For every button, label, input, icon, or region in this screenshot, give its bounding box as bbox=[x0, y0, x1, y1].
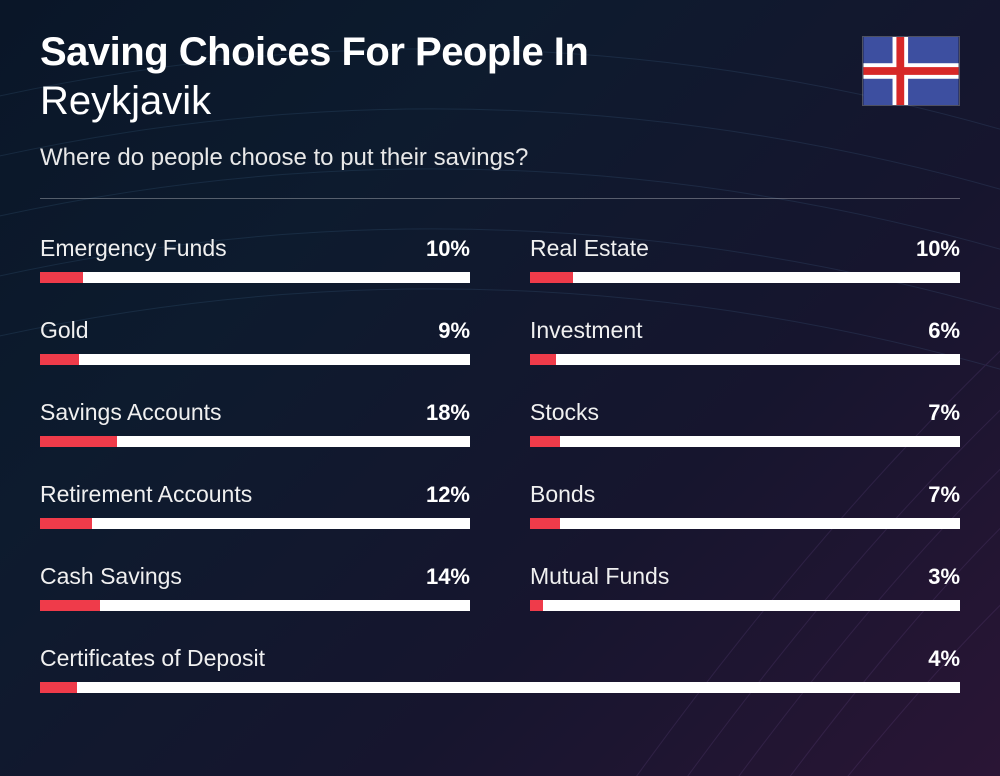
bar-item: Investment 6% bbox=[530, 317, 960, 365]
bars-grid: Emergency Funds 10% Real Estate 10% Gold 9% In… bbox=[40, 235, 960, 693]
bar-fill bbox=[40, 518, 92, 529]
bar-label: Emergency Funds bbox=[40, 235, 227, 262]
bar-fill bbox=[40, 600, 100, 611]
title-line-2: Reykjavik bbox=[40, 76, 862, 126]
bar-label: Bonds bbox=[530, 481, 595, 508]
bar-item: Real Estate 10% bbox=[530, 235, 960, 283]
bar-fill bbox=[40, 354, 79, 365]
bar-label: Stocks bbox=[530, 399, 599, 426]
bar-item: Stocks 7% bbox=[530, 399, 960, 447]
bar-value: 3% bbox=[928, 564, 960, 590]
bar-item: Gold 9% bbox=[40, 317, 470, 365]
bar-track bbox=[40, 272, 470, 283]
bar-value: 4% bbox=[928, 646, 960, 672]
bar-item: Cash Savings 14% bbox=[40, 563, 470, 611]
divider bbox=[40, 198, 960, 199]
bar-fill bbox=[530, 518, 560, 529]
bar-value: 9% bbox=[438, 318, 470, 344]
bar-fill bbox=[40, 436, 117, 447]
bar-value: 6% bbox=[928, 318, 960, 344]
bar-label: Retirement Accounts bbox=[40, 481, 252, 508]
bar-fill bbox=[530, 436, 560, 447]
bar-label: Gold bbox=[40, 317, 89, 344]
bar-item: Retirement Accounts 12% bbox=[40, 481, 470, 529]
bar-track bbox=[530, 354, 960, 365]
iceland-flag-icon bbox=[862, 36, 960, 106]
bar-track bbox=[530, 272, 960, 283]
subtitle: Where do people choose to put their savi… bbox=[40, 144, 862, 172]
bar-item: Bonds 7% bbox=[530, 481, 960, 529]
bar-item: Emergency Funds 10% bbox=[40, 235, 470, 283]
bar-value: 14% bbox=[426, 564, 470, 590]
bar-track bbox=[40, 436, 470, 447]
bar-label: Real Estate bbox=[530, 235, 649, 262]
bar-value: 10% bbox=[916, 236, 960, 262]
bar-value: 18% bbox=[426, 400, 470, 426]
bar-label: Savings Accounts bbox=[40, 399, 222, 426]
bar-track bbox=[40, 518, 470, 529]
bar-fill bbox=[40, 682, 77, 693]
title-line-1: Saving Choices For People In bbox=[40, 30, 862, 74]
bar-value: 7% bbox=[928, 482, 960, 508]
bar-track bbox=[40, 600, 470, 611]
bar-value: 10% bbox=[426, 236, 470, 262]
bar-label: Investment bbox=[530, 317, 643, 344]
bar-fill bbox=[530, 354, 556, 365]
bar-fill bbox=[40, 272, 83, 283]
bar-value: 12% bbox=[426, 482, 470, 508]
bar-track bbox=[530, 436, 960, 447]
bar-track bbox=[530, 600, 960, 611]
header: Saving Choices For People In Reykjavik W… bbox=[40, 30, 960, 172]
bar-fill bbox=[530, 600, 543, 611]
bar-item: Certificates of Deposit 4% bbox=[40, 645, 960, 693]
bar-label: Certificates of Deposit bbox=[40, 645, 265, 672]
bar-fill bbox=[530, 272, 573, 283]
bar-track bbox=[40, 354, 470, 365]
bar-item: Savings Accounts 18% bbox=[40, 399, 470, 447]
bar-label: Mutual Funds bbox=[530, 563, 669, 590]
bar-value: 7% bbox=[928, 400, 960, 426]
bar-item: Mutual Funds 3% bbox=[530, 563, 960, 611]
bar-label: Cash Savings bbox=[40, 563, 182, 590]
bar-track bbox=[40, 682, 960, 693]
bar-track bbox=[530, 518, 960, 529]
